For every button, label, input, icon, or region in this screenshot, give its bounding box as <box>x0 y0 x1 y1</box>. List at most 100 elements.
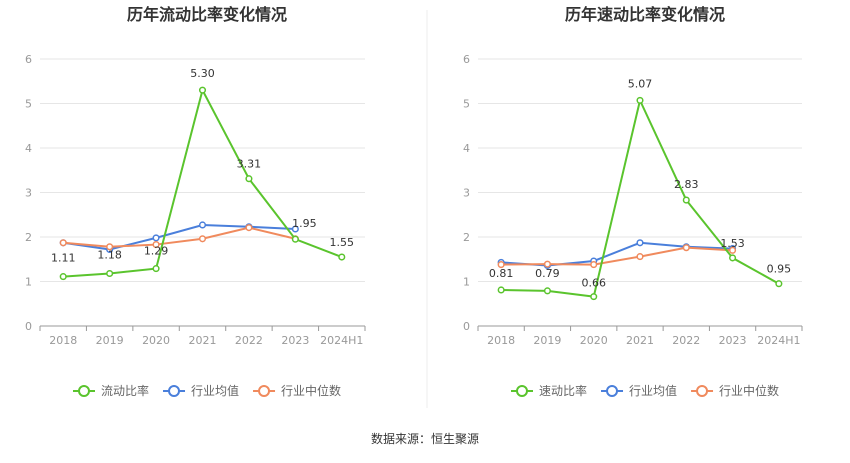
x-tick-label: 2023 <box>281 334 309 347</box>
y-tick-label: 4 <box>25 142 32 155</box>
source-note: 数据来源：恒生聚源 <box>371 431 479 446</box>
data-label: 1.18 <box>97 248 122 261</box>
data-label: 1.11 <box>51 252 76 265</box>
x-tick-label: 2019 <box>533 334 561 347</box>
data-label: 1.29 <box>144 245 169 258</box>
data-point <box>590 261 598 269</box>
data-point <box>590 293 598 301</box>
data-point <box>106 269 114 278</box>
data-point <box>682 244 690 252</box>
y-tick-label: 1 <box>25 276 32 289</box>
data-point <box>729 254 737 262</box>
data-point <box>636 96 644 104</box>
legend-label: 流动比率 <box>101 383 149 398</box>
series-0: 1.11 1.18 1.29 5.30 3.31 1.95 1.55 <box>51 67 355 281</box>
data-label: 0.79 <box>535 267 560 280</box>
data-point <box>636 239 644 247</box>
legend-label: 行业中位数 <box>281 383 341 398</box>
data-label: 1.55 <box>330 236 355 249</box>
data-point <box>59 273 67 281</box>
legend-label: 行业均值 <box>629 383 677 398</box>
y-tick-label: 6 <box>25 53 32 66</box>
x-tick-label: 2022 <box>235 334 263 347</box>
data-point <box>729 246 737 254</box>
data-point <box>152 234 160 242</box>
series-2 <box>497 244 737 269</box>
series-line <box>63 226 296 248</box>
data-point <box>636 253 644 261</box>
data-point <box>497 286 505 294</box>
quick-ratio-chart: 历年速动比率变化情况 0 1 2 3 4 5 6 2018 2019 2020 2021 2022 202… <box>463 5 803 398</box>
data-point <box>59 239 67 247</box>
x-tick-label: 2019 <box>96 334 124 347</box>
legend-item[interactable]: 流动比率 <box>73 383 149 398</box>
legend-swatch-marker <box>78 385 90 397</box>
data-point <box>106 243 114 251</box>
y-tick-label: 2 <box>25 231 32 244</box>
x-tick-label: 2020 <box>142 334 170 347</box>
data-point <box>338 253 346 261</box>
legend-item[interactable]: 行业均值 <box>601 383 677 398</box>
data-label: 1.53 <box>720 237 745 250</box>
data-point <box>245 224 253 232</box>
y-tick-label: 5 <box>25 98 32 111</box>
data-point <box>543 287 551 295</box>
data-label: 2.83 <box>674 178 699 191</box>
series-line <box>501 241 733 267</box>
legend-item[interactable]: 行业中位数 <box>691 383 779 398</box>
x-tick-label: 2023 <box>719 334 747 347</box>
legend-label: 行业均值 <box>191 383 239 398</box>
series-line <box>63 223 296 251</box>
y-tick-label: 0 <box>463 320 470 333</box>
data-point <box>152 241 160 249</box>
data-point <box>543 260 551 268</box>
y-tick-label: 3 <box>463 187 470 200</box>
legend: 速动比率 行业均值 行业中位数 <box>511 383 779 398</box>
data-label: 0.95 <box>767 263 792 276</box>
series-line <box>501 246 733 266</box>
data-point <box>497 261 505 269</box>
legend-swatch-marker <box>258 385 271 397</box>
data-point <box>198 86 207 94</box>
legend-item[interactable]: 行业均值 <box>163 383 239 398</box>
data-point <box>198 221 207 229</box>
data-point <box>245 175 253 183</box>
y-tick-label: 3 <box>25 187 32 200</box>
legend: 流动比率 行业均值 行业中位数 <box>73 383 341 398</box>
y-tick-label: 1 <box>463 276 470 289</box>
chart-title: 历年速动比率变化情况 <box>565 5 725 24</box>
data-label: 0.66 <box>581 277 606 290</box>
data-point <box>291 235 299 243</box>
x-tick-label: 2018 <box>487 334 515 347</box>
data-point <box>291 225 299 233</box>
data-point <box>198 235 207 243</box>
data-point <box>682 196 690 204</box>
data-label: 5.30 <box>190 67 215 80</box>
x-tick-label: 2021 <box>189 334 217 347</box>
data-point <box>152 265 160 273</box>
legend-swatch-marker <box>516 385 528 397</box>
legend-swatch-marker <box>606 385 619 397</box>
data-label: 3.31 <box>237 158 262 171</box>
x-tick-label: 2024H1 <box>757 334 800 347</box>
legend-item[interactable]: 行业中位数 <box>253 383 341 398</box>
data-label: 0.81 <box>489 267 514 280</box>
chart-title: 历年流动比率变化情况 <box>127 5 287 24</box>
legend-label: 速动比率 <box>539 383 587 398</box>
y-tick-label: 4 <box>463 142 470 155</box>
x-tick-label: 2024H1 <box>320 334 363 347</box>
legend-item[interactable]: 速动比率 <box>511 383 587 398</box>
legend-label: 行业中位数 <box>719 383 779 398</box>
legend-swatch-marker <box>168 385 181 397</box>
legend-swatch-marker <box>696 385 709 397</box>
data-point <box>775 280 783 288</box>
x-tick-label: 2021 <box>626 334 654 347</box>
y-tick-label: 5 <box>463 98 470 111</box>
series-2 <box>59 224 299 251</box>
x-tick-label: 2020 <box>580 334 608 347</box>
current-ratio-chart: 历年流动比率变化情况 0 1 2 3 4 5 6 2018 2019 2020 2021 2022 202… <box>25 5 366 398</box>
y-tick-label: 6 <box>463 53 470 66</box>
data-label: 1.95 <box>292 217 317 230</box>
x-tick-label: 2018 <box>49 334 77 347</box>
